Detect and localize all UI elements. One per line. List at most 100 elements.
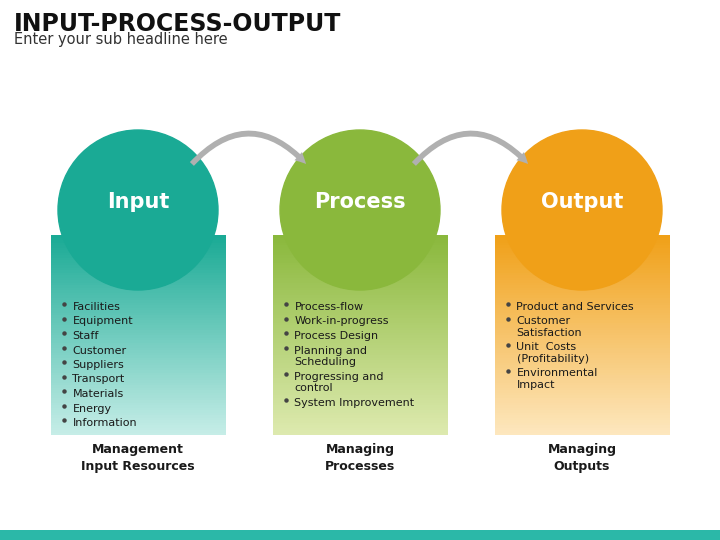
Bar — [50, 400, 225, 402]
Bar — [495, 260, 670, 262]
Bar — [272, 393, 448, 395]
Text: Scheduling: Scheduling — [294, 357, 356, 367]
Bar — [272, 240, 448, 242]
Bar — [272, 250, 448, 253]
Bar — [272, 375, 448, 377]
Bar — [272, 260, 448, 262]
Bar — [495, 382, 670, 385]
Text: Energy: Energy — [73, 403, 112, 414]
Bar — [50, 302, 225, 305]
Bar — [272, 253, 448, 255]
Bar — [495, 262, 670, 265]
Text: Managing
Processes: Managing Processes — [325, 443, 395, 473]
Bar — [50, 293, 225, 295]
Bar — [272, 322, 448, 325]
Bar — [50, 278, 225, 280]
Bar — [50, 330, 225, 333]
Bar — [272, 362, 448, 365]
Bar — [495, 300, 670, 302]
Bar — [272, 300, 448, 302]
Bar — [50, 280, 225, 282]
Bar — [272, 258, 448, 260]
Bar — [495, 428, 670, 430]
Bar — [50, 338, 225, 340]
Bar — [50, 420, 225, 422]
Bar — [272, 313, 448, 315]
Bar — [272, 333, 448, 335]
Bar — [272, 245, 448, 247]
Bar — [272, 270, 448, 273]
Bar — [272, 420, 448, 422]
Text: Environmental: Environmental — [516, 368, 598, 379]
Bar — [50, 305, 225, 307]
Bar — [272, 422, 448, 425]
Bar — [495, 298, 670, 300]
Bar — [272, 397, 448, 400]
Bar — [50, 368, 225, 370]
Bar — [495, 310, 670, 313]
Text: Planning and: Planning and — [294, 346, 367, 355]
Bar — [50, 345, 225, 348]
Bar — [50, 238, 225, 240]
Bar — [50, 417, 225, 420]
Bar — [50, 282, 225, 285]
Bar — [495, 340, 670, 342]
Bar — [50, 290, 225, 293]
Bar — [50, 377, 225, 380]
Text: Managing
Outputs: Managing Outputs — [547, 443, 616, 473]
Bar — [272, 325, 448, 327]
Text: INPUT-PROCESS-OUTPUT: INPUT-PROCESS-OUTPUT — [14, 12, 341, 36]
Text: (Profitability): (Profitability) — [516, 354, 589, 364]
Bar — [495, 250, 670, 253]
Bar — [50, 320, 225, 322]
Bar — [495, 375, 670, 377]
Circle shape — [502, 130, 662, 290]
Text: control: control — [294, 383, 333, 393]
Bar — [50, 242, 225, 245]
Bar — [495, 350, 670, 353]
Bar — [272, 282, 448, 285]
Bar — [495, 395, 670, 397]
Bar — [50, 410, 225, 413]
Bar — [495, 322, 670, 325]
Bar — [495, 377, 670, 380]
Bar — [495, 275, 670, 278]
Bar — [50, 365, 225, 368]
Text: Process-flow: Process-flow — [294, 302, 364, 312]
Bar — [50, 422, 225, 425]
Text: System Improvement: System Improvement — [294, 397, 415, 408]
Bar — [272, 345, 448, 348]
Bar — [495, 338, 670, 340]
Bar — [495, 355, 670, 357]
Bar — [495, 320, 670, 322]
Bar — [272, 377, 448, 380]
Bar — [495, 247, 670, 250]
Bar — [50, 357, 225, 360]
Bar — [50, 355, 225, 357]
Text: Customer: Customer — [516, 316, 571, 327]
Bar — [495, 327, 670, 330]
Text: Process: Process — [314, 192, 406, 212]
Bar — [272, 235, 448, 238]
Bar — [495, 265, 670, 267]
Bar — [50, 353, 225, 355]
Bar — [495, 235, 670, 238]
Bar — [50, 402, 225, 405]
Text: Staff: Staff — [73, 331, 99, 341]
Bar — [272, 388, 448, 390]
Text: Materials: Materials — [73, 389, 124, 399]
Bar — [272, 242, 448, 245]
Bar — [495, 245, 670, 247]
Bar — [50, 430, 225, 433]
Text: Product and Services: Product and Services — [516, 302, 634, 312]
Bar — [495, 305, 670, 307]
Bar — [272, 353, 448, 355]
Bar — [50, 425, 225, 428]
Bar — [272, 275, 448, 278]
Text: Equipment: Equipment — [73, 316, 133, 327]
Bar — [50, 433, 225, 435]
Text: Satisfaction: Satisfaction — [516, 328, 582, 338]
Bar — [272, 360, 448, 362]
Bar — [495, 430, 670, 433]
Bar — [272, 342, 448, 345]
